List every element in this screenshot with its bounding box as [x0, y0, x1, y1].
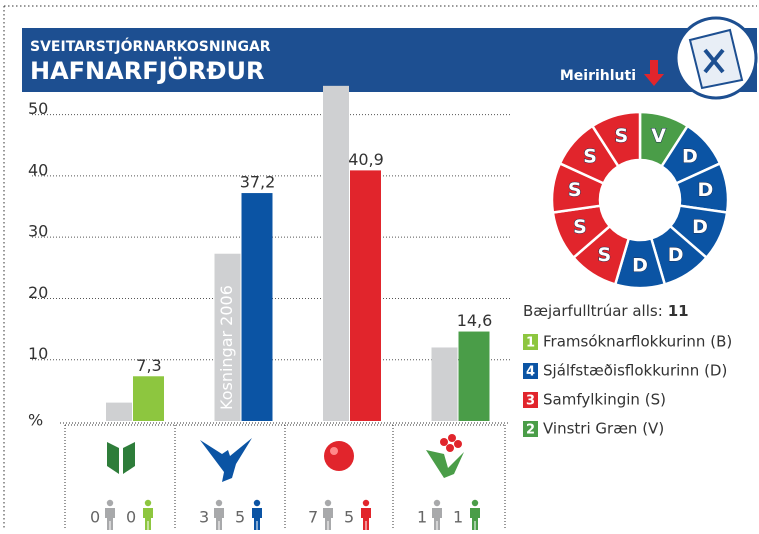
y-axis-label: %	[28, 411, 43, 430]
party-logo	[200, 438, 252, 482]
party-logo	[324, 441, 354, 471]
person-icon	[215, 499, 223, 507]
y-tick-label: 40	[28, 160, 48, 179]
legend-swatch	[523, 392, 538, 408]
legend-label: Sjálfstæðisflokkurinn (D)	[543, 362, 727, 380]
seats-2006: 1	[417, 508, 427, 527]
y-tick-label: 50	[28, 99, 48, 118]
party-logo	[448, 434, 456, 442]
person-icon	[144, 499, 152, 507]
person-icon	[106, 499, 114, 507]
person-icon	[253, 499, 261, 507]
value-label: 37,2	[240, 173, 276, 192]
seats-2006: 0	[90, 508, 100, 527]
party-logo	[426, 450, 464, 478]
legend-label: Vinstri Græn (V)	[543, 420, 664, 438]
majority-label: Meirihluti	[560, 68, 636, 84]
bar-2006	[431, 347, 458, 421]
party-logo	[446, 444, 454, 452]
ballot-cross	[703, 48, 725, 74]
legend-number: 4	[526, 365, 535, 380]
value-label: 40,9	[348, 150, 384, 169]
person-icon	[361, 508, 371, 530]
y-tick-label: 20	[28, 283, 48, 302]
legend-number: 1	[526, 336, 535, 351]
person-icon	[324, 499, 332, 507]
bar-2010	[241, 193, 273, 421]
segment-letter: D	[668, 244, 684, 266]
segment-letter: D	[632, 255, 648, 277]
person-icon	[362, 499, 370, 507]
y-tick-label: 30	[28, 222, 48, 241]
person-icon	[432, 508, 442, 530]
legend-number: 2	[526, 423, 535, 438]
bar-2010	[133, 376, 164, 421]
segment-letter: S	[597, 244, 611, 266]
person-icon	[470, 508, 480, 530]
person-icon	[252, 508, 262, 530]
seats-2010: 5	[235, 508, 245, 527]
segment-letter: D	[682, 145, 698, 167]
legend-number: 3	[526, 394, 535, 409]
segment-letter: S	[583, 145, 597, 167]
segment-letter: S	[615, 125, 629, 147]
legend-label: Framsóknarflokkurinn (B)	[543, 333, 732, 351]
bar-2006	[106, 402, 132, 421]
person-icon	[214, 508, 224, 530]
bar-2006	[323, 85, 349, 421]
header-title: HAFNARFJÖRÐUR	[30, 55, 264, 85]
party-logo	[440, 438, 448, 446]
seats-2010: 5	[344, 508, 354, 527]
seats-2006: 7	[308, 508, 318, 527]
segment-letter: D	[692, 216, 708, 238]
seats-2006: 3	[199, 508, 209, 527]
person-icon	[471, 499, 479, 507]
total-label: Bæjarfulltrúar alls:	[523, 302, 663, 320]
segment-letter: D	[697, 179, 713, 201]
party-logo	[107, 442, 135, 474]
total-text: Bæjarfulltrúar alls: 11	[523, 302, 689, 320]
value-label: 7,3	[136, 356, 161, 375]
person-icon	[143, 508, 153, 530]
legend-swatch	[523, 334, 538, 350]
donut-segment	[590, 110, 642, 169]
seats-2010: 1	[453, 508, 463, 527]
header-band	[22, 28, 757, 92]
legend-swatch	[523, 421, 538, 437]
y-tick-label: 10	[28, 344, 48, 363]
legend-label: Samfylkingin (S)	[543, 391, 666, 409]
segment-letter: S	[568, 179, 582, 201]
segment-letter: S	[573, 216, 587, 238]
bar-2006	[214, 253, 241, 421]
person-icon	[105, 508, 115, 530]
header-subtitle: SVEITARSTJÓRNARKOSNINGAR	[30, 37, 271, 55]
person-icon	[433, 499, 441, 507]
party-logo	[454, 440, 462, 448]
bar-2010	[458, 331, 490, 421]
bar-2010	[350, 170, 381, 421]
majority-arrow	[644, 60, 664, 86]
legend-swatch	[523, 363, 538, 379]
person-icon	[323, 508, 333, 530]
series-label-2006: Kosningar 2006	[217, 285, 236, 410]
value-label: 14,6	[457, 311, 493, 330]
total-value: 11	[668, 302, 689, 320]
seats-2010: 0	[126, 508, 136, 527]
segment-letter: V	[651, 125, 666, 147]
party-logo	[330, 447, 338, 455]
